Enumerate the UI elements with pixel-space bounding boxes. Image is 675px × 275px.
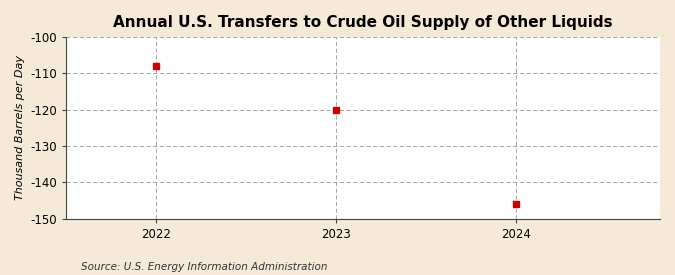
Title: Annual U.S. Transfers to Crude Oil Supply of Other Liquids: Annual U.S. Transfers to Crude Oil Suppl…: [113, 15, 613, 30]
Y-axis label: Thousand Barrels per Day: Thousand Barrels per Day: [15, 55, 25, 200]
Text: Source: U.S. Energy Information Administration: Source: U.S. Energy Information Administ…: [81, 262, 327, 272]
